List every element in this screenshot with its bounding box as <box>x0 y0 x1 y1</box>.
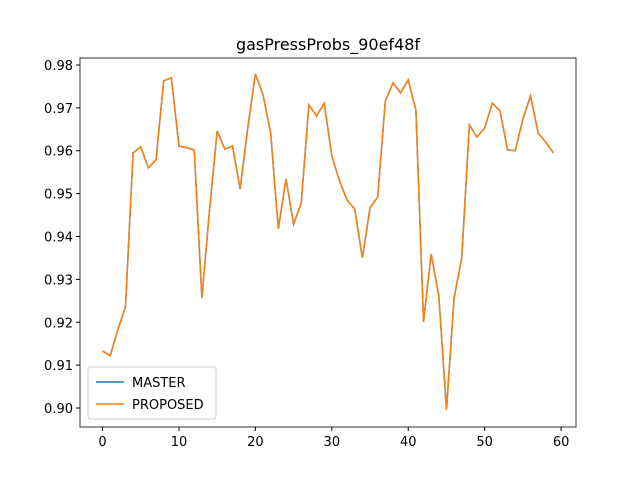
x-tick-label: 0 <box>98 435 106 450</box>
x-tick-label: 20 <box>247 435 264 450</box>
y-tick-label: 0.96 <box>44 145 73 160</box>
x-tick-label: 50 <box>476 435 493 450</box>
x-tick-label: 10 <box>171 435 188 450</box>
chart-title: gasPressProbs_90ef48f <box>236 35 420 55</box>
x-tick-label: 40 <box>400 435 417 450</box>
series-line <box>102 73 555 410</box>
y-tick-label: 0.97 <box>44 102 73 117</box>
y-tick-label: 0.95 <box>44 188 73 203</box>
x-tick-label: 30 <box>324 435 341 450</box>
y-tick-label: 0.92 <box>44 316 73 331</box>
legend: MASTER PROPOSED <box>87 366 217 420</box>
y-tick-label: 0.93 <box>44 273 73 288</box>
plot-frame <box>79 57 577 428</box>
legend-box <box>87 366 217 420</box>
x-tick-label: 60 <box>553 435 570 450</box>
y-tick-label: 0.91 <box>44 359 73 374</box>
y-tick-label: 0.94 <box>44 230 73 245</box>
y-tick-label: 0.90 <box>44 402 73 417</box>
y-tick-label: 0.98 <box>44 59 73 74</box>
legend-label: PROPOSED <box>132 398 204 413</box>
legend-label: MASTER <box>132 376 186 391</box>
